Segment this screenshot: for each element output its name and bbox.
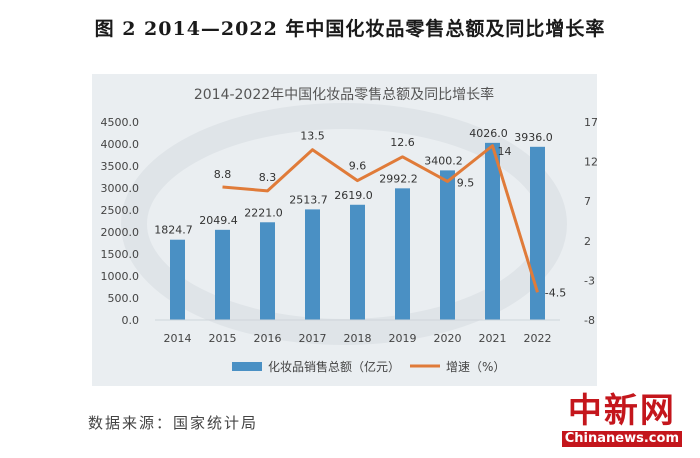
- logo-text: 中新网: [567, 391, 676, 431]
- left-tick-label: 0.0: [122, 314, 140, 327]
- left-tick-label: 1500.0: [101, 248, 140, 261]
- right-tick-label: 7: [584, 195, 591, 208]
- bar: [350, 204, 365, 320]
- bar: [260, 222, 275, 320]
- x-tick-label: 2015: [209, 332, 237, 345]
- x-tick-label: 2018: [344, 332, 372, 345]
- line-value-label: 8.3: [259, 171, 277, 184]
- chart: 2014-2022年中国化妆品零售总额及同比增长率 0.0 500.0 1000.0…: [101, 86, 598, 374]
- legend: 化妆品销售总额（亿元） 增速（%）: [232, 359, 505, 374]
- x-tick-label: 2014: [164, 332, 192, 345]
- bar-value-label: 2992.2: [379, 172, 418, 185]
- logo-url: Chinanews.com: [561, 431, 682, 447]
- line-value-label: 14: [498, 145, 512, 158]
- right-tick-label: -8: [584, 314, 595, 327]
- x-tick-label: 2020: [434, 332, 462, 345]
- x-tick-label: 2022: [524, 332, 552, 345]
- line-value-label: 8.8: [214, 168, 232, 181]
- right-tick-label: -3: [584, 274, 595, 287]
- x-tick-label: 2017: [299, 332, 327, 345]
- line-value-label: -4.5: [545, 286, 566, 299]
- legend-line-label: 增速（%）: [446, 360, 505, 374]
- source-note: 数据来源：国家统计局: [88, 414, 259, 432]
- left-tick-label: 4500.0: [101, 116, 140, 129]
- bar: [485, 142, 500, 320]
- x-tick-label: 2019: [389, 332, 417, 345]
- left-tick-label: 1000.0: [101, 270, 140, 283]
- legend-bar-label: 化妆品销售总额（亿元）: [268, 359, 400, 374]
- left-tick-label: 2000.0: [101, 226, 140, 239]
- chart-title: 2014-2022年中国化妆品零售总额及同比增长率: [194, 86, 494, 103]
- watermark: [121, 103, 567, 345]
- x-tick-label: 2016: [254, 332, 282, 345]
- bar: [170, 239, 185, 320]
- left-tick-label: 2500.0: [101, 204, 140, 217]
- left-axis: 0.0 500.0 1000.0 1500.0 2000.0 2500.0 3000.0 35…: [101, 116, 140, 327]
- line-value-label: 13.5: [300, 130, 325, 143]
- line-value-label: 9.6: [349, 160, 367, 173]
- bar: [395, 188, 410, 320]
- figure-title: 图 2 2014—2022 年中国化妆品零售总额及同比增长率: [94, 18, 606, 40]
- bar-value-label: 2049.4: [199, 214, 238, 227]
- line-series: 8.8 8.3 13.5 9.6 12.6 9.5 14 -4.5: [214, 130, 566, 300]
- bar-value-label: 3936.0: [514, 131, 553, 144]
- right-axis: -8 -3 2 7 12 17: [584, 116, 597, 327]
- bar-value-label: 2513.7: [289, 193, 328, 206]
- bar-series: 1824.7 2049.4 2221.0 2513.7 2619.0 2992.2 3400…: [154, 127, 553, 320]
- bar-value-label: 3400.2: [424, 154, 463, 167]
- bar-value-label: 2221.0: [244, 206, 283, 219]
- right-tick-label: 2: [584, 235, 591, 248]
- line-value-label: 9.5: [457, 176, 475, 189]
- left-tick-label: 3500.0: [101, 160, 140, 173]
- logo: 中新网 Chinanews.com: [561, 391, 682, 447]
- left-tick-label: 500.0: [108, 292, 140, 305]
- bar-value-label: 4026.0: [469, 127, 508, 140]
- growth-line: [222, 144, 539, 293]
- bar: [215, 229, 230, 320]
- x-axis: 2014 2015 2016 2017 2018 2019 2020 2021 2022: [155, 319, 560, 345]
- legend-bar-swatch: [232, 362, 262, 371]
- line-value-label: 12.6: [390, 136, 415, 149]
- bar: [530, 146, 545, 320]
- x-tick-label: 2021: [479, 332, 507, 345]
- bar-value-label: 1824.7: [154, 224, 193, 237]
- chart-panel: 2014-2022年中国化妆品零售总额及同比增长率 0.0 500.0 1000.0…: [92, 74, 597, 386]
- right-tick-label: 17: [584, 116, 597, 129]
- bar: [440, 170, 455, 320]
- bar: [305, 209, 320, 320]
- left-tick-label: 3000.0: [101, 182, 140, 195]
- left-tick-label: 4000.0: [101, 138, 140, 151]
- bar-value-label: 2619.0: [334, 189, 373, 202]
- right-tick-label: 12: [584, 156, 597, 169]
